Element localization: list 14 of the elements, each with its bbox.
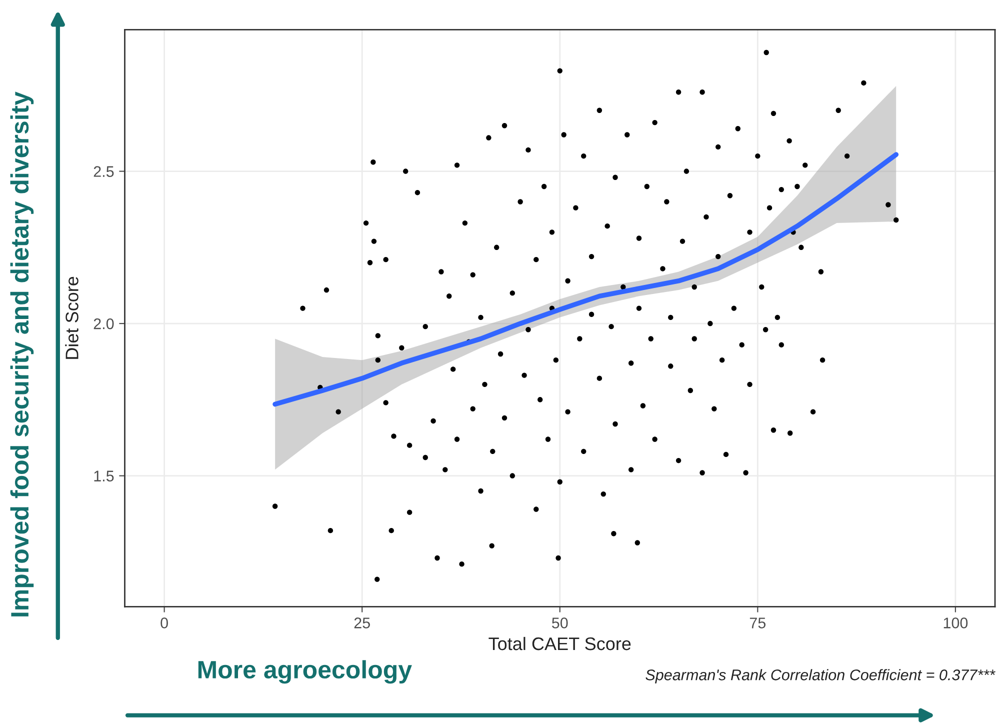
text: More agroecology xyxy=(198,660,412,684)
y-axis-title: Diet Score xyxy=(65,276,78,359)
line-series xyxy=(272,152,899,407)
x-tick-label: 50 xyxy=(552,618,568,628)
x-tick-label: 0 xyxy=(160,618,168,628)
x-tick-label: 25 xyxy=(354,618,370,628)
x-axis-title: Total CAET Score xyxy=(488,636,631,650)
text: Spearman's Rank Correlation Coefficient = 0.377*** xyxy=(646,669,996,684)
y-tick-label: 2.5 xyxy=(94,166,114,177)
x-tick-label: 100 xyxy=(944,618,968,628)
text: Improved food security and dietary diversity xyxy=(10,92,34,616)
y-tick-label: 1.5 xyxy=(94,470,114,482)
x-tick-label: 75 xyxy=(750,618,766,628)
y-tick-label: 2.0 xyxy=(94,318,114,330)
